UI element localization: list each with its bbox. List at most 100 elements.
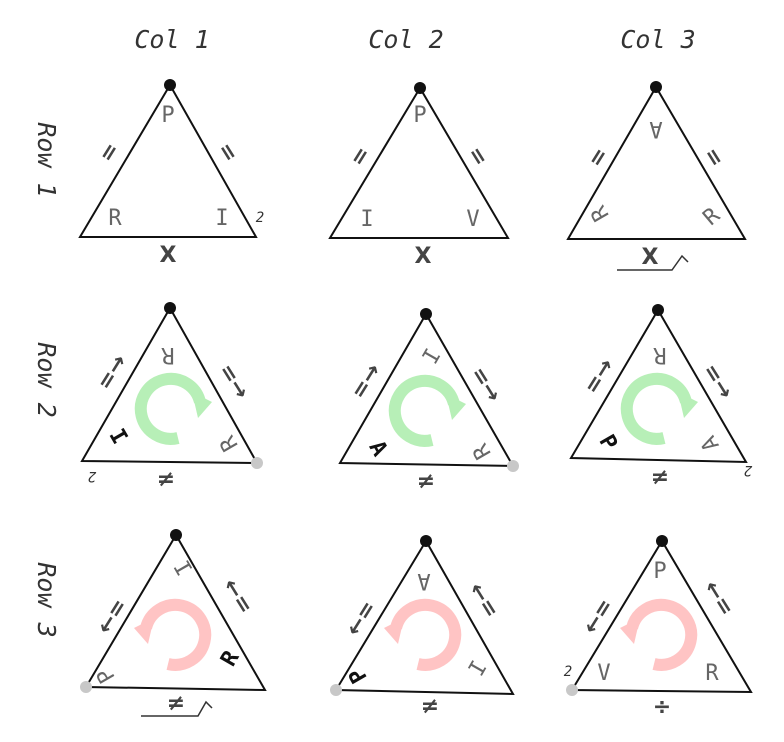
base-operator: X [642,245,659,270]
base-operator: ≠ [417,469,435,494]
side-mark-left: =→ [579,354,620,399]
cell-r3c3: P V R ←= ←= ÷ 2 [564,535,753,720]
triangle [569,308,748,464]
root-sign [617,254,689,271]
apex-dot [650,81,662,93]
counterclockwise-arrow-icon [390,598,462,671]
corner-note: 2 [744,462,752,478]
column-header-1: Col 1 [134,25,209,54]
clockwise-arrowhead [192,392,212,418]
cell-r3c2: A P I ←= ←= ≠ [330,535,515,719]
vertex-label-right: R [699,203,726,231]
vertex-label-top: P [413,103,426,128]
counterclockwise-arrowhead [134,618,154,644]
side-mark-left: = [94,138,125,167]
vertex-label-top: P [161,103,174,128]
column-header-2: Col 2 [368,25,443,54]
cell-r3c1: I P R ←= ←= ≠ [80,529,267,717]
side-mark-left: =→ [92,350,133,395]
apex-dot [170,529,182,541]
triangle [80,305,259,465]
clockwise-arrow-icon [620,372,692,445]
triangle [338,311,515,468]
row-header-1: Row 1 [32,122,61,197]
vertex-label-top: A [417,568,430,593]
vertex-label-right: A [696,431,724,455]
grey-vertex-dot [251,457,263,469]
cell-r2c1: R I R =→ =→ ≠ 2 [80,302,263,492]
side-mark-left: =→ [346,359,387,404]
grey-vertex-dot [80,681,92,693]
vertex-label-right: I [215,206,228,231]
cell-r2c3: R P A =→ =→ ≠ 2 [569,304,752,490]
side-mark-left: = [345,142,376,171]
vertex-label-left: R [586,201,615,226]
vertex-label-right: R [215,431,244,456]
root-sign [141,700,213,717]
vertex-label-left: P [593,431,621,455]
counterclockwise-arrow-icon [140,598,212,671]
side-mark-right: =→ [465,362,506,407]
side-mark-right: =→ [697,359,738,404]
vertex-label-top: A [649,116,662,141]
grey-vertex-dot [507,460,519,472]
vertex-label-left: P [92,663,120,687]
apex-dot [164,302,176,314]
vertex-label-left: R [108,206,122,231]
apex-dot [420,308,432,320]
base-operator: ≠ [651,465,669,490]
vertex-label-top: I [167,557,195,581]
base-operator: X [415,244,432,269]
vertex-label-left: V [597,661,610,686]
counterclockwise-arrowhead [384,618,404,644]
vertex-label-left: P [344,663,372,687]
triangle [570,539,753,694]
corner-note: 2 [256,210,264,226]
vertex-label-right: I [464,657,492,681]
row-header-3: Row 3 [32,562,61,637]
base-operator: ≠ [157,467,175,492]
cell-r1c2: P I V = = X [328,82,510,269]
base-operator: X [160,243,177,268]
vertex-label-top: I [415,343,443,367]
side-mark-left: ←= [578,594,619,639]
vertex-label-right: V [466,207,479,232]
column-header-3: Col 3 [620,25,695,54]
vertex-label-top: P [653,559,666,584]
cell-r1c3: A R R = = X [566,81,747,271]
row-header-2: Row 2 [32,342,61,417]
side-mark-left: ←= [92,594,133,639]
side-mark-right: = [212,138,243,167]
counterclockwise-arrow-icon [626,598,698,671]
triangle [328,86,510,239]
triangle [78,83,258,238]
triangle [566,85,747,240]
vertex-label-top: R [653,342,667,367]
vertex-label-top: R [161,342,175,367]
corner-note: 2 [88,468,96,484]
grey-vertex-dot [330,684,342,696]
side-mark-left: ←= [341,596,382,641]
triangle [84,533,267,692]
base-operator: ≠ [167,691,185,716]
side-mark-right: ←= [217,574,258,619]
triangle [334,539,515,696]
apex-dot [652,304,664,316]
vertex-label-left: I [360,207,373,232]
grey-vertex-dot [566,684,578,696]
base-operator: ≠ [421,694,439,719]
clockwise-arrow-icon [388,374,460,447]
vertex-label-right: R [705,661,719,686]
apex-dot [164,79,176,91]
vertex-label-left: I [103,425,131,449]
cell-r1c1: P R I = = X 2 [78,79,264,268]
clockwise-arrowhead [446,394,466,420]
vertex-label-right: R [216,646,245,671]
base-operator: ÷ [653,695,671,720]
apex-dot [414,82,426,94]
vertex-label-right: R [468,439,497,464]
cell-r2c2: I A R =→ =→ ≠ [338,308,519,494]
counterclockwise-arrowhead [620,618,640,644]
